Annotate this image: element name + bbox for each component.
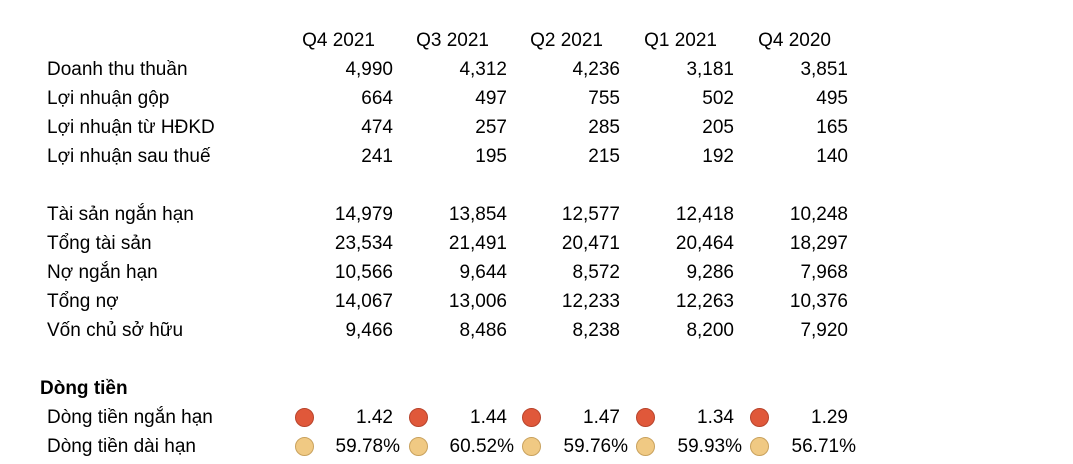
cell-value: 20,471 [561, 233, 620, 254]
cell-value: 474 [361, 117, 393, 138]
cell-value: 20,464 [675, 233, 734, 254]
cell-value: 165 [816, 117, 848, 138]
column-header: Q4 2021 [302, 30, 375, 51]
tan-circle-indicator-icon [295, 437, 314, 456]
cell-value: 495 [816, 88, 848, 109]
red-circle-indicator-icon [522, 408, 541, 427]
cell-value: 497 [475, 88, 507, 109]
cell-value: 3,181 [686, 59, 734, 80]
row-label: Tổng tài sản [47, 233, 152, 254]
cell-value: 205 [702, 117, 734, 138]
cell-value: 1.34 [697, 407, 734, 428]
tan-circle-indicator-icon [750, 437, 769, 456]
column-header: Q2 2021 [530, 30, 603, 51]
row-label: Lợi nhuận gộp [47, 88, 170, 109]
cell-value: 12,233 [561, 291, 620, 312]
column-header: Q3 2021 [416, 30, 489, 51]
cell-value: 3,851 [800, 59, 848, 80]
table-row: Vốn chủ sở hữu 9,466 8,486 8,238 8,200 7… [0, 316, 1073, 345]
cell-value: 14,067 [334, 291, 393, 312]
table-row: Tài sản ngắn hạn 14,979 13,854 12,577 12… [0, 200, 1073, 229]
table-row: Nợ ngắn hạn 10,566 9,644 8,572 9,286 7,9… [0, 258, 1073, 287]
row-label: Lợi nhuận sau thuế [47, 146, 211, 167]
red-circle-indicator-icon [750, 408, 769, 427]
cell-value: 9,644 [459, 262, 507, 283]
row-label: Vốn chủ sở hữu [47, 320, 184, 341]
table-row: Doanh thu thuần 4,990 4,312 4,236 3,181 … [0, 55, 1073, 84]
cell-value: 23,534 [334, 233, 393, 254]
table-row: Lợi nhuận sau thuế 241 195 215 192 140 [0, 142, 1073, 171]
cell-value: 8,486 [459, 320, 507, 341]
cell-value: 9,286 [686, 262, 734, 283]
tan-circle-indicator-icon [522, 437, 541, 456]
cell-value: 4,990 [345, 59, 393, 80]
cell-value: 1.44 [470, 407, 507, 428]
row-label: Lợi nhuận từ HĐKD [47, 117, 215, 138]
header-row: Q4 2021 Q3 2021 Q2 2021 Q1 2021 Q4 2020 [0, 26, 1073, 55]
cell-value: 10,248 [789, 204, 848, 225]
cell-value: 12,577 [561, 204, 620, 225]
red-circle-indicator-icon [409, 408, 428, 427]
tan-circle-indicator-icon [636, 437, 655, 456]
cell-value: 10,376 [789, 291, 848, 312]
cell-value: 12,418 [675, 204, 734, 225]
table-row: Dòng tiền ngắn hạn 1.42 1.44 1.47 1.34 1… [0, 403, 1073, 432]
cell-value: 13,854 [448, 204, 507, 225]
cell-value: 13,006 [448, 291, 507, 312]
table-row: Lợi nhuận gộp 664 497 755 502 495 [0, 84, 1073, 113]
row-label: Doanh thu thuần [47, 59, 188, 80]
red-circle-indicator-icon [636, 408, 655, 427]
cell-value: 56.71% [791, 436, 856, 457]
tan-circle-indicator-icon [409, 437, 428, 456]
cell-value: 502 [702, 88, 734, 109]
cell-value: 195 [475, 146, 507, 167]
row-label: Dòng tiền ngắn hạn [47, 407, 213, 428]
cell-value: 7,920 [800, 320, 848, 341]
cell-value: 59.78% [335, 436, 400, 457]
cell-value: 8,238 [572, 320, 620, 341]
cell-value: 8,572 [572, 262, 620, 283]
cell-value: 140 [816, 146, 848, 167]
cell-value: 285 [588, 117, 620, 138]
column-header: Q4 2020 [758, 30, 831, 51]
cell-value: 257 [475, 117, 507, 138]
cell-value: 12,263 [675, 291, 734, 312]
cell-value: 59.76% [563, 436, 628, 457]
cell-value: 1.29 [811, 407, 848, 428]
cell-value: 18,297 [789, 233, 848, 254]
table-row: Lợi nhuận từ HĐKD 474 257 285 205 165 [0, 113, 1073, 142]
row-label: Tài sản ngắn hạn [47, 204, 194, 225]
table-row: Tổng nợ 14,067 13,006 12,233 12,263 10,3… [0, 287, 1073, 316]
cell-value: 4,312 [459, 59, 507, 80]
section-title: Dòng tiền [40, 378, 128, 399]
cell-value: 4,236 [572, 59, 620, 80]
row-label: Tổng nợ [47, 291, 119, 312]
red-circle-indicator-icon [295, 408, 314, 427]
row-label: Nợ ngắn hạn [47, 262, 158, 283]
cell-value: 9,466 [345, 320, 393, 341]
cell-value: 14,979 [334, 204, 393, 225]
cashflow-section-header: Dòng tiền [0, 374, 1073, 403]
cell-value: 192 [702, 146, 734, 167]
column-header: Q1 2021 [644, 30, 717, 51]
cell-value: 1.47 [583, 407, 620, 428]
cell-value: 241 [361, 146, 393, 167]
cell-value: 21,491 [448, 233, 507, 254]
cell-value: 7,968 [800, 262, 848, 283]
cell-value: 215 [588, 146, 620, 167]
table-row: Dòng tiền dài hạn 59.78% 60.52% 59.76% 5… [0, 432, 1073, 461]
cell-value: 60.52% [449, 436, 514, 457]
row-label: Dòng tiền dài hạn [47, 436, 196, 457]
table-row: Tổng tài sản 23,534 21,491 20,471 20,464… [0, 229, 1073, 258]
cell-value: 755 [588, 88, 620, 109]
cell-value: 10,566 [334, 262, 393, 283]
cell-value: 8,200 [686, 320, 734, 341]
cell-value: 59.93% [677, 436, 742, 457]
cell-value: 1.42 [356, 407, 393, 428]
cell-value: 664 [361, 88, 393, 109]
